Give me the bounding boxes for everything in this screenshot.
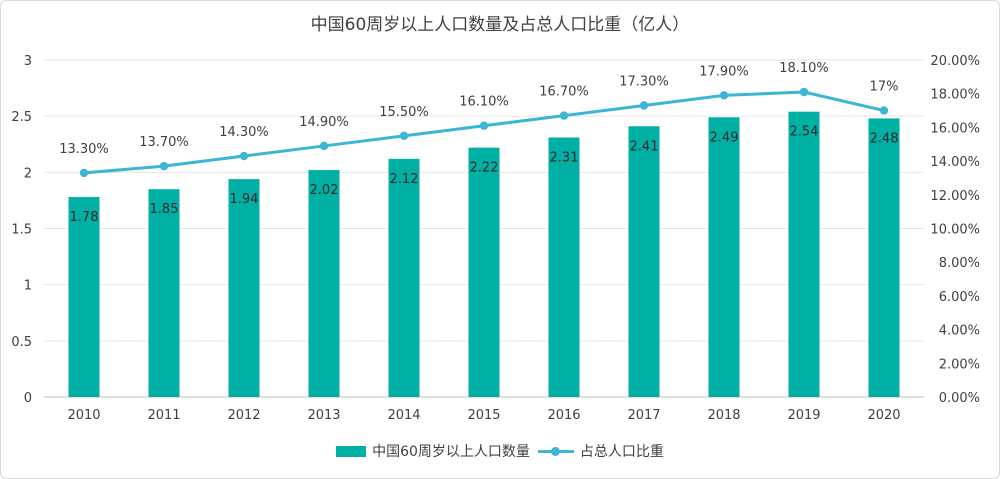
bar-data-label: 1.94 xyxy=(230,192,259,207)
bar-data-label: 1.85 xyxy=(150,202,179,217)
bar-data-label: 2.02 xyxy=(310,183,339,198)
x-tick-label: 2013 xyxy=(307,408,340,423)
bar-data-label: 2.22 xyxy=(470,161,499,176)
x-tick-label: 2015 xyxy=(467,408,500,423)
line-data-label: 16.10% xyxy=(459,95,509,110)
bar xyxy=(548,137,580,397)
y-right-tick-label: 4.00% xyxy=(939,324,980,339)
x-tick-label: 2019 xyxy=(787,408,820,423)
y-left-tick-label: 0.5 xyxy=(11,335,32,350)
y-right-tick-label: 14.00% xyxy=(930,155,980,170)
bar-data-label: 2.41 xyxy=(630,139,659,154)
line-point xyxy=(239,151,249,161)
bar-data-label: 2.54 xyxy=(790,125,819,140)
line-point xyxy=(719,91,729,100)
bar xyxy=(68,197,100,397)
line-point xyxy=(399,131,409,141)
legend-item-bar: 中国60周岁以上人口数量 xyxy=(336,441,530,461)
y-right-tick-label: 6.00% xyxy=(939,290,980,305)
bar-data-label: 2.31 xyxy=(550,151,579,166)
bar-data-label: 2.48 xyxy=(870,131,899,146)
y-left-tick-label: 2 xyxy=(24,166,32,181)
line-data-label: 17.30% xyxy=(619,74,669,89)
line-point xyxy=(799,87,809,97)
legend-label-line: 占总人口比重 xyxy=(579,444,664,460)
bar xyxy=(308,170,340,397)
line-point xyxy=(639,101,649,110)
bar xyxy=(388,158,420,397)
y-left-tick-label: 3 xyxy=(24,54,32,69)
y-right-tick-label: 8.00% xyxy=(939,256,980,271)
line-data-label: 17.90% xyxy=(699,64,749,79)
legend-line-swatch xyxy=(537,446,574,457)
bar xyxy=(148,189,180,397)
line-point xyxy=(319,141,329,151)
x-tick-label: 2016 xyxy=(547,408,580,423)
line-data-label: 13.30% xyxy=(59,142,109,157)
bar-data-label: 2.49 xyxy=(710,130,739,145)
legend-label-bar: 中国60周岁以上人口数量 xyxy=(372,444,530,460)
y-right-tick-label: 2.00% xyxy=(939,357,980,372)
line-data-label: 17% xyxy=(870,80,899,95)
y-left-tick-label: 1 xyxy=(24,279,32,294)
x-tick-label: 2011 xyxy=(147,408,180,423)
bar-data-label: 2.12 xyxy=(390,172,419,187)
line-point xyxy=(559,111,569,120)
y-right-tick-label: 16.00% xyxy=(930,121,980,136)
bar xyxy=(228,179,260,397)
x-tick-label: 2020 xyxy=(867,408,900,423)
bar xyxy=(628,126,660,397)
line-data-label: 14.90% xyxy=(299,115,349,130)
line-data-label: 15.50% xyxy=(379,105,429,120)
legend: 中国60周岁以上人口数量 占总人口比重 xyxy=(0,441,1000,461)
line-data-label: 14.30% xyxy=(219,125,269,140)
line-point xyxy=(79,168,89,178)
x-tick-label: 2012 xyxy=(227,408,260,423)
x-tick-label: 2017 xyxy=(627,408,660,423)
x-tick-label: 2014 xyxy=(387,408,420,423)
bar-data-label: 1.78 xyxy=(70,210,99,225)
line-data-label: 13.70% xyxy=(139,135,189,150)
bar xyxy=(468,147,500,397)
line-point xyxy=(479,121,489,130)
bar xyxy=(868,118,900,397)
y-right-tick-label: 20.00% xyxy=(930,54,980,69)
y-right-tick-label: 18.00% xyxy=(930,88,980,103)
chart-title: 中国60周岁以上人口数量及占总人口比重（亿人） xyxy=(310,15,690,35)
y-right-tick-label: 12.00% xyxy=(930,189,980,204)
line-point xyxy=(879,106,889,115)
y-left-tick-label: 0 xyxy=(24,391,32,406)
y-left-tick-label: 2.5 xyxy=(11,110,32,125)
bar xyxy=(708,117,740,397)
legend-item-line: 占总人口比重 xyxy=(537,441,664,461)
line-data-label: 18.10% xyxy=(779,61,829,76)
line-data-label: 16.70% xyxy=(539,85,589,100)
y-right-tick-label: 0.00% xyxy=(939,391,980,406)
bar xyxy=(788,111,820,397)
y-right-tick-label: 10.00% xyxy=(930,223,980,238)
line-point xyxy=(159,161,169,171)
x-tick-label: 2018 xyxy=(707,408,740,423)
legend-bar-swatch xyxy=(336,445,367,457)
x-tick-label: 2010 xyxy=(67,408,100,423)
y-left-tick-label: 1.5 xyxy=(11,223,32,238)
